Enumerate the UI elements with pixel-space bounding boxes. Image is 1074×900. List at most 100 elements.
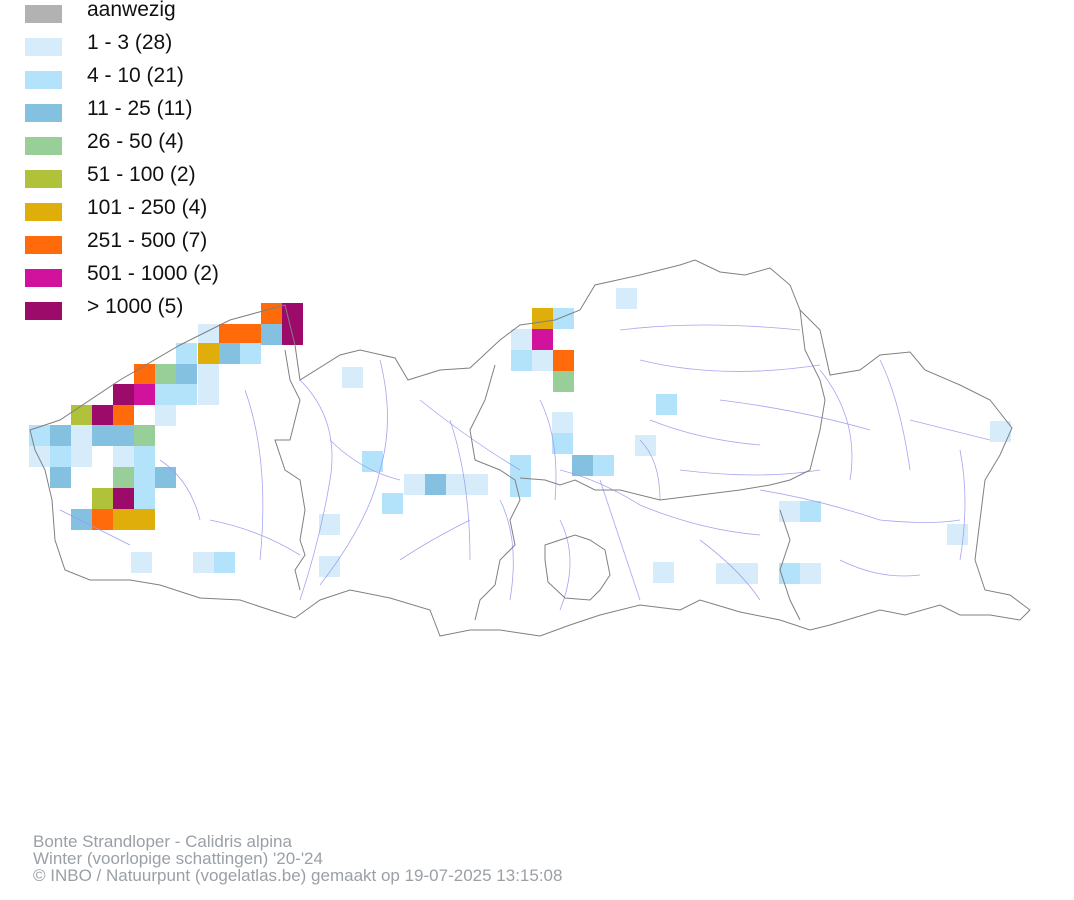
grid-cell — [29, 425, 50, 446]
grid-cell — [467, 474, 488, 495]
legend-label: 4 - 10 (21) — [87, 64, 184, 87]
grid-cell — [779, 501, 800, 522]
legend-swatch — [25, 104, 62, 122]
province-border-east-antwerp — [469, 364, 521, 621]
grid-cell — [510, 455, 531, 476]
grid-cell — [282, 303, 303, 324]
grid-cell — [553, 308, 574, 329]
legend-label: 1 - 3 (28) — [87, 31, 173, 54]
grid-cell — [134, 446, 155, 467]
grid-cell — [653, 562, 674, 583]
legend-swatch — [25, 38, 62, 56]
grid-cell — [552, 412, 573, 433]
grid-cell — [319, 514, 340, 535]
grid-cell — [382, 493, 403, 514]
grid-cell — [113, 405, 134, 426]
grid-cell — [261, 303, 282, 324]
grid-cell — [511, 329, 532, 350]
grid-cell — [155, 384, 176, 405]
grid-cell — [155, 405, 176, 426]
grid-cell — [593, 455, 614, 476]
legend-label: aanwezig — [87, 0, 176, 21]
grid-cell — [134, 364, 155, 385]
season-period: Winter (voorlopige schattingen) '20-'24 — [33, 849, 323, 868]
legend-label: 251 - 500 (7) — [87, 229, 208, 252]
province-border-brabant — [544, 534, 611, 601]
grid-cell — [131, 552, 152, 573]
legend-swatch — [25, 170, 62, 188]
province-border-antwerp-limburg — [519, 309, 826, 501]
grid-cell — [425, 474, 446, 495]
grid-cell — [240, 324, 261, 345]
grid-cell — [342, 367, 363, 388]
grid-cell — [737, 563, 758, 584]
grid-cell — [532, 329, 553, 350]
grid-cell — [532, 308, 553, 329]
province-border-west-east — [274, 349, 306, 591]
legend-swatch — [25, 5, 62, 23]
grid-cell — [134, 384, 155, 405]
grid-cell — [198, 343, 219, 364]
species-name: Bonte Strandloper - Calidris alpina — [33, 832, 292, 851]
legend-swatch — [25, 71, 62, 89]
grid-cell — [362, 451, 383, 472]
grid-cell — [779, 563, 800, 584]
grid-cell — [446, 474, 467, 495]
grid-cell — [50, 446, 71, 467]
grid-cell — [716, 563, 737, 584]
legend-label: 11 - 25 (11) — [87, 97, 193, 120]
grid-cell — [176, 384, 197, 405]
flanders-outline — [29, 259, 1031, 637]
grid-cell — [553, 371, 574, 392]
grid-cell — [511, 350, 532, 371]
grid-cell — [552, 433, 573, 454]
grid-cell — [134, 467, 155, 488]
legend-label: 26 - 50 (4) — [87, 130, 184, 153]
grid-cell — [990, 421, 1011, 442]
grid-cell — [92, 425, 113, 446]
grid-cell — [240, 343, 261, 364]
grid-cell — [113, 446, 134, 467]
grid-cell — [113, 509, 134, 530]
grid-cell — [198, 324, 219, 345]
legend-swatch — [25, 137, 62, 155]
grid-cell — [71, 405, 92, 426]
legend-swatch — [25, 236, 62, 254]
grid-cell — [113, 467, 134, 488]
grid-cell — [800, 563, 821, 584]
grid-cell — [656, 394, 677, 415]
grid-cell — [616, 288, 637, 309]
grid-cell — [50, 425, 71, 446]
grid-cell — [92, 405, 113, 426]
grid-cell — [71, 509, 92, 530]
legend-label: 101 - 250 (4) — [87, 196, 208, 219]
legend-label: 51 - 100 (2) — [87, 163, 196, 186]
grid-cell — [92, 509, 113, 530]
grid-cell — [572, 455, 593, 476]
grid-cell — [134, 425, 155, 446]
grid-cell — [193, 552, 214, 573]
grid-cell — [113, 384, 134, 405]
region-borders — [29, 259, 1031, 637]
grid-cell — [155, 364, 176, 385]
legend-label: 501 - 1000 (2) — [87, 262, 219, 285]
grid-cell — [553, 350, 574, 371]
grid-cell — [134, 488, 155, 509]
grid-cell — [92, 488, 113, 509]
rivers — [59, 324, 991, 611]
grid-cell — [532, 350, 553, 371]
legend-swatch — [25, 269, 62, 287]
province-border-south — [779, 509, 801, 621]
grid-cell — [198, 364, 219, 385]
grid-cell — [155, 467, 176, 488]
grid-cell — [219, 324, 240, 345]
grid-cell — [404, 474, 425, 495]
grid-cell — [113, 488, 134, 509]
grid-cell — [219, 343, 240, 364]
grid-cell — [947, 524, 968, 545]
legend-swatch — [25, 302, 62, 320]
grid-cell — [261, 324, 282, 345]
grid-cell — [71, 446, 92, 467]
grid-cell — [29, 446, 50, 467]
grid-cell — [176, 343, 197, 364]
